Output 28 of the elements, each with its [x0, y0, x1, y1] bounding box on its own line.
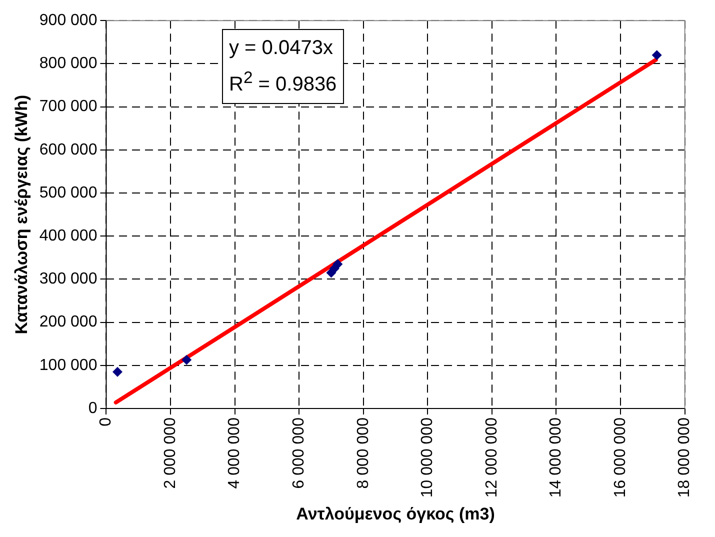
x-tick-label: 6 000 000: [290, 417, 308, 489]
y-tick-label: 0: [88, 400, 98, 417]
point: [182, 354, 192, 365]
point: [112, 366, 122, 377]
annotation: R$^{2}$ = 0.9836: [229, 67, 337, 98]
y-tick-label: 900 000: [39, 12, 98, 30]
x-tick-label: 18 000 000: [676, 417, 694, 498]
x-tick-label: 8 000 000: [354, 417, 372, 489]
x-tick-label: 4 000 000: [226, 417, 244, 489]
x-tick-label: 12 000 000: [483, 417, 500, 498]
y-tick-label: 100 000: [39, 356, 98, 374]
y-tick-label: 400 000: [39, 228, 98, 245]
annotation: y = 0.0473x: [229, 36, 334, 61]
y-axis-title: Κατανάλωση ενέργειας (kWh): [12, 94, 31, 334]
point: [652, 50, 662, 60]
y-tick-label: 200 000: [39, 314, 98, 331]
y-tick-label: 300 000: [39, 270, 98, 288]
x-tick-label: 10 000 000: [419, 417, 436, 498]
y-tick-label: 500 000: [39, 184, 98, 202]
x-tick-label: 0: [98, 417, 115, 426]
y-tick-label: 600 000: [39, 141, 98, 158]
x-axis-title: Αντλούμενος όγκος (m3): [296, 504, 495, 524]
point: [332, 259, 343, 270]
y-tick-label: 700 000: [39, 98, 98, 116]
x-tick-label: 2 000 000: [162, 417, 179, 489]
x-tick-label: 14 000 000: [548, 417, 565, 498]
y-tick-label: 800 000: [39, 55, 98, 72]
x-tick-label: 16 000 000: [612, 417, 629, 498]
